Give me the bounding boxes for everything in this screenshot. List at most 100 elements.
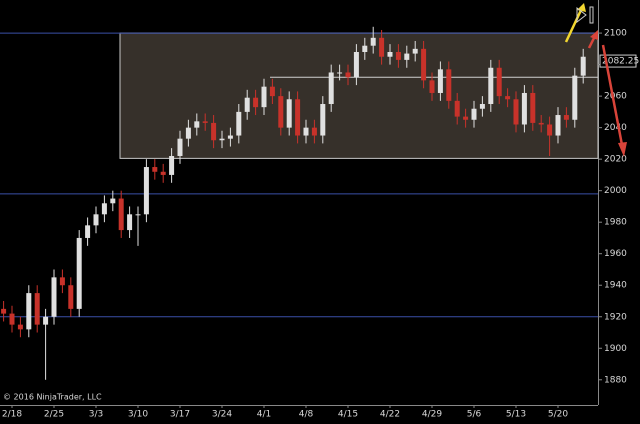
candle-body <box>463 116 469 120</box>
candle-body <box>496 67 502 97</box>
x-tick-label: 5/20 <box>548 410 568 420</box>
candle-body <box>118 198 124 231</box>
last-price-label: 2082.25 <box>602 57 639 67</box>
candle-body <box>286 99 292 128</box>
candle-body <box>530 92 536 123</box>
x-tick-label: 4/29 <box>422 410 442 420</box>
candle-body <box>479 104 485 109</box>
candle-body <box>51 277 57 317</box>
red-arrow-long-head <box>618 142 627 157</box>
candle-body <box>488 67 494 105</box>
candle-body <box>412 48 418 54</box>
x-tick-label: 4/15 <box>338 410 358 420</box>
candle-body <box>219 138 225 141</box>
copyright: © 2016 NinjaTrader, LLC <box>3 393 102 402</box>
candle-body <box>395 52 401 60</box>
candle-body <box>261 86 267 108</box>
red-arrow-long <box>601 44 624 146</box>
candle-body <box>362 45 368 53</box>
candle-body <box>202 121 208 123</box>
candle-body <box>211 122 217 141</box>
candle-body <box>580 56 586 76</box>
y-tick-label: 2100 <box>604 29 627 39</box>
candle-body <box>101 203 107 215</box>
x-tick-label: 5/13 <box>506 410 526 420</box>
candle-body <box>110 198 116 204</box>
x-tick-label: 2/25 <box>44 410 64 420</box>
candle-body <box>43 316 49 325</box>
axes: 1880 1900 1920 1940 1960 1980 2000 2020 2040 2060… <box>2 29 639 420</box>
candle-body <box>387 52 393 57</box>
candle-body <box>337 72 343 74</box>
candle-body <box>311 127 317 136</box>
y-tick-label: 1940 <box>604 281 627 291</box>
candle-body <box>555 115 561 136</box>
candle-body <box>437 69 443 93</box>
y-tick-label: 2020 <box>604 155 627 165</box>
candle-body <box>236 111 242 136</box>
x-tick-label: 3/24 <box>212 410 232 420</box>
yellow-arrow <box>564 7 584 43</box>
candle-body <box>404 53 410 60</box>
candle-body <box>379 37 385 57</box>
y-tick-label: 2040 <box>604 123 627 133</box>
candle-body <box>446 69 452 101</box>
candle-body <box>227 135 233 139</box>
candle-body <box>169 156 175 175</box>
candle-body <box>295 99 301 136</box>
x-tick-label: 4/8 <box>299 410 314 420</box>
y-tick-label: 1900 <box>604 344 627 354</box>
candle-body <box>429 80 435 93</box>
y-tick-label: 2000 <box>604 186 627 196</box>
x-tick-label: 4/22 <box>380 410 400 420</box>
candle-body <box>127 214 133 231</box>
candle-body <box>93 214 99 226</box>
candle-body <box>152 167 158 172</box>
x-tick-label: 3/17 <box>170 410 190 420</box>
candle-body <box>17 324 23 330</box>
candle-body <box>34 293 40 325</box>
candle-body <box>278 96 284 128</box>
candle-body <box>471 108 477 120</box>
annotations-back <box>0 32 599 318</box>
candle-body <box>59 277 65 286</box>
candle-body <box>253 97 259 108</box>
y-tick-label: 1880 <box>604 375 627 385</box>
candle-body <box>353 52 359 78</box>
x-tick-label: 3/3 <box>89 410 103 420</box>
y-tick-label: 1960 <box>604 249 627 259</box>
y-tick-label: 1920 <box>604 312 627 322</box>
y-tick-label: 1980 <box>604 218 627 228</box>
candle-body <box>513 99 519 125</box>
candle-body <box>160 171 166 175</box>
red-arrow-short-head <box>590 30 598 40</box>
candles <box>1 26 586 380</box>
candle-body <box>521 92 527 125</box>
candle-body <box>328 72 334 105</box>
candle-body <box>1 308 7 314</box>
candle-body <box>303 127 309 136</box>
x-tick-label: 3/10 <box>128 410 148 420</box>
candle-body <box>76 237 82 309</box>
candle-body <box>421 48 427 81</box>
x-tick-label: 2/18 <box>2 410 22 420</box>
candle-body <box>177 138 183 157</box>
candle-body <box>9 313 15 325</box>
candle-body <box>85 225 91 238</box>
candle-body <box>244 97 250 112</box>
candle-body <box>370 37 376 46</box>
candle-body <box>563 115 569 120</box>
candle-body <box>194 121 200 128</box>
play-icon-bar <box>589 6 594 24</box>
candle-body <box>547 124 553 136</box>
candle-body <box>345 72 351 78</box>
candle-body <box>454 100 460 117</box>
play-icon <box>576 6 587 24</box>
candle-body <box>135 214 141 216</box>
candle-body <box>269 86 275 97</box>
candle-body <box>572 75 578 120</box>
last-price-box <box>599 54 637 68</box>
zone <box>119 32 599 159</box>
candle-body <box>143 167 149 215</box>
